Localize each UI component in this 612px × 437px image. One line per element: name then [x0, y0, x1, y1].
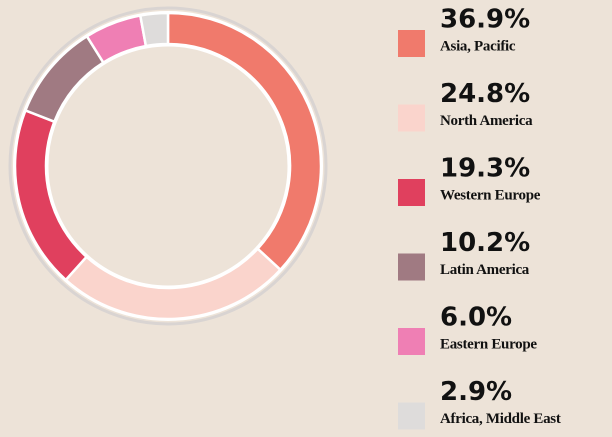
- slice: [138, 11, 170, 48]
- legend-value: 2.9%: [440, 377, 512, 407]
- legend-swatch: [398, 179, 425, 206]
- slices: [13, 11, 323, 321]
- legend-label: Latin America: [440, 262, 530, 278]
- legend-label: Eastern Europe: [440, 336, 537, 352]
- legend-value: 36.9%: [440, 5, 530, 35]
- legend-swatch: [398, 104, 425, 132]
- legend-swatch: [398, 30, 425, 57]
- legend-swatch: [398, 328, 425, 355]
- legend-value: 6.0%: [440, 303, 512, 333]
- legend-swatch: [398, 402, 425, 430]
- legend-value: 24.8%: [440, 79, 530, 109]
- legend-label: Africa, Middle East: [440, 411, 561, 427]
- legend-value: 19.3%: [440, 154, 530, 184]
- legend-value: 10.2%: [440, 228, 530, 258]
- legend-swatch: [398, 253, 425, 281]
- outer-ring: [8, 6, 328, 326]
- legend: 36.9% Asia, Pacific 24.8% North America 19.3…: [398, 5, 561, 430]
- legend-label: Asia, Pacific: [440, 38, 516, 54]
- donut-hole: [45, 43, 291, 289]
- legend-label: North America: [440, 113, 533, 129]
- legend-label: Western Europe: [440, 187, 541, 203]
